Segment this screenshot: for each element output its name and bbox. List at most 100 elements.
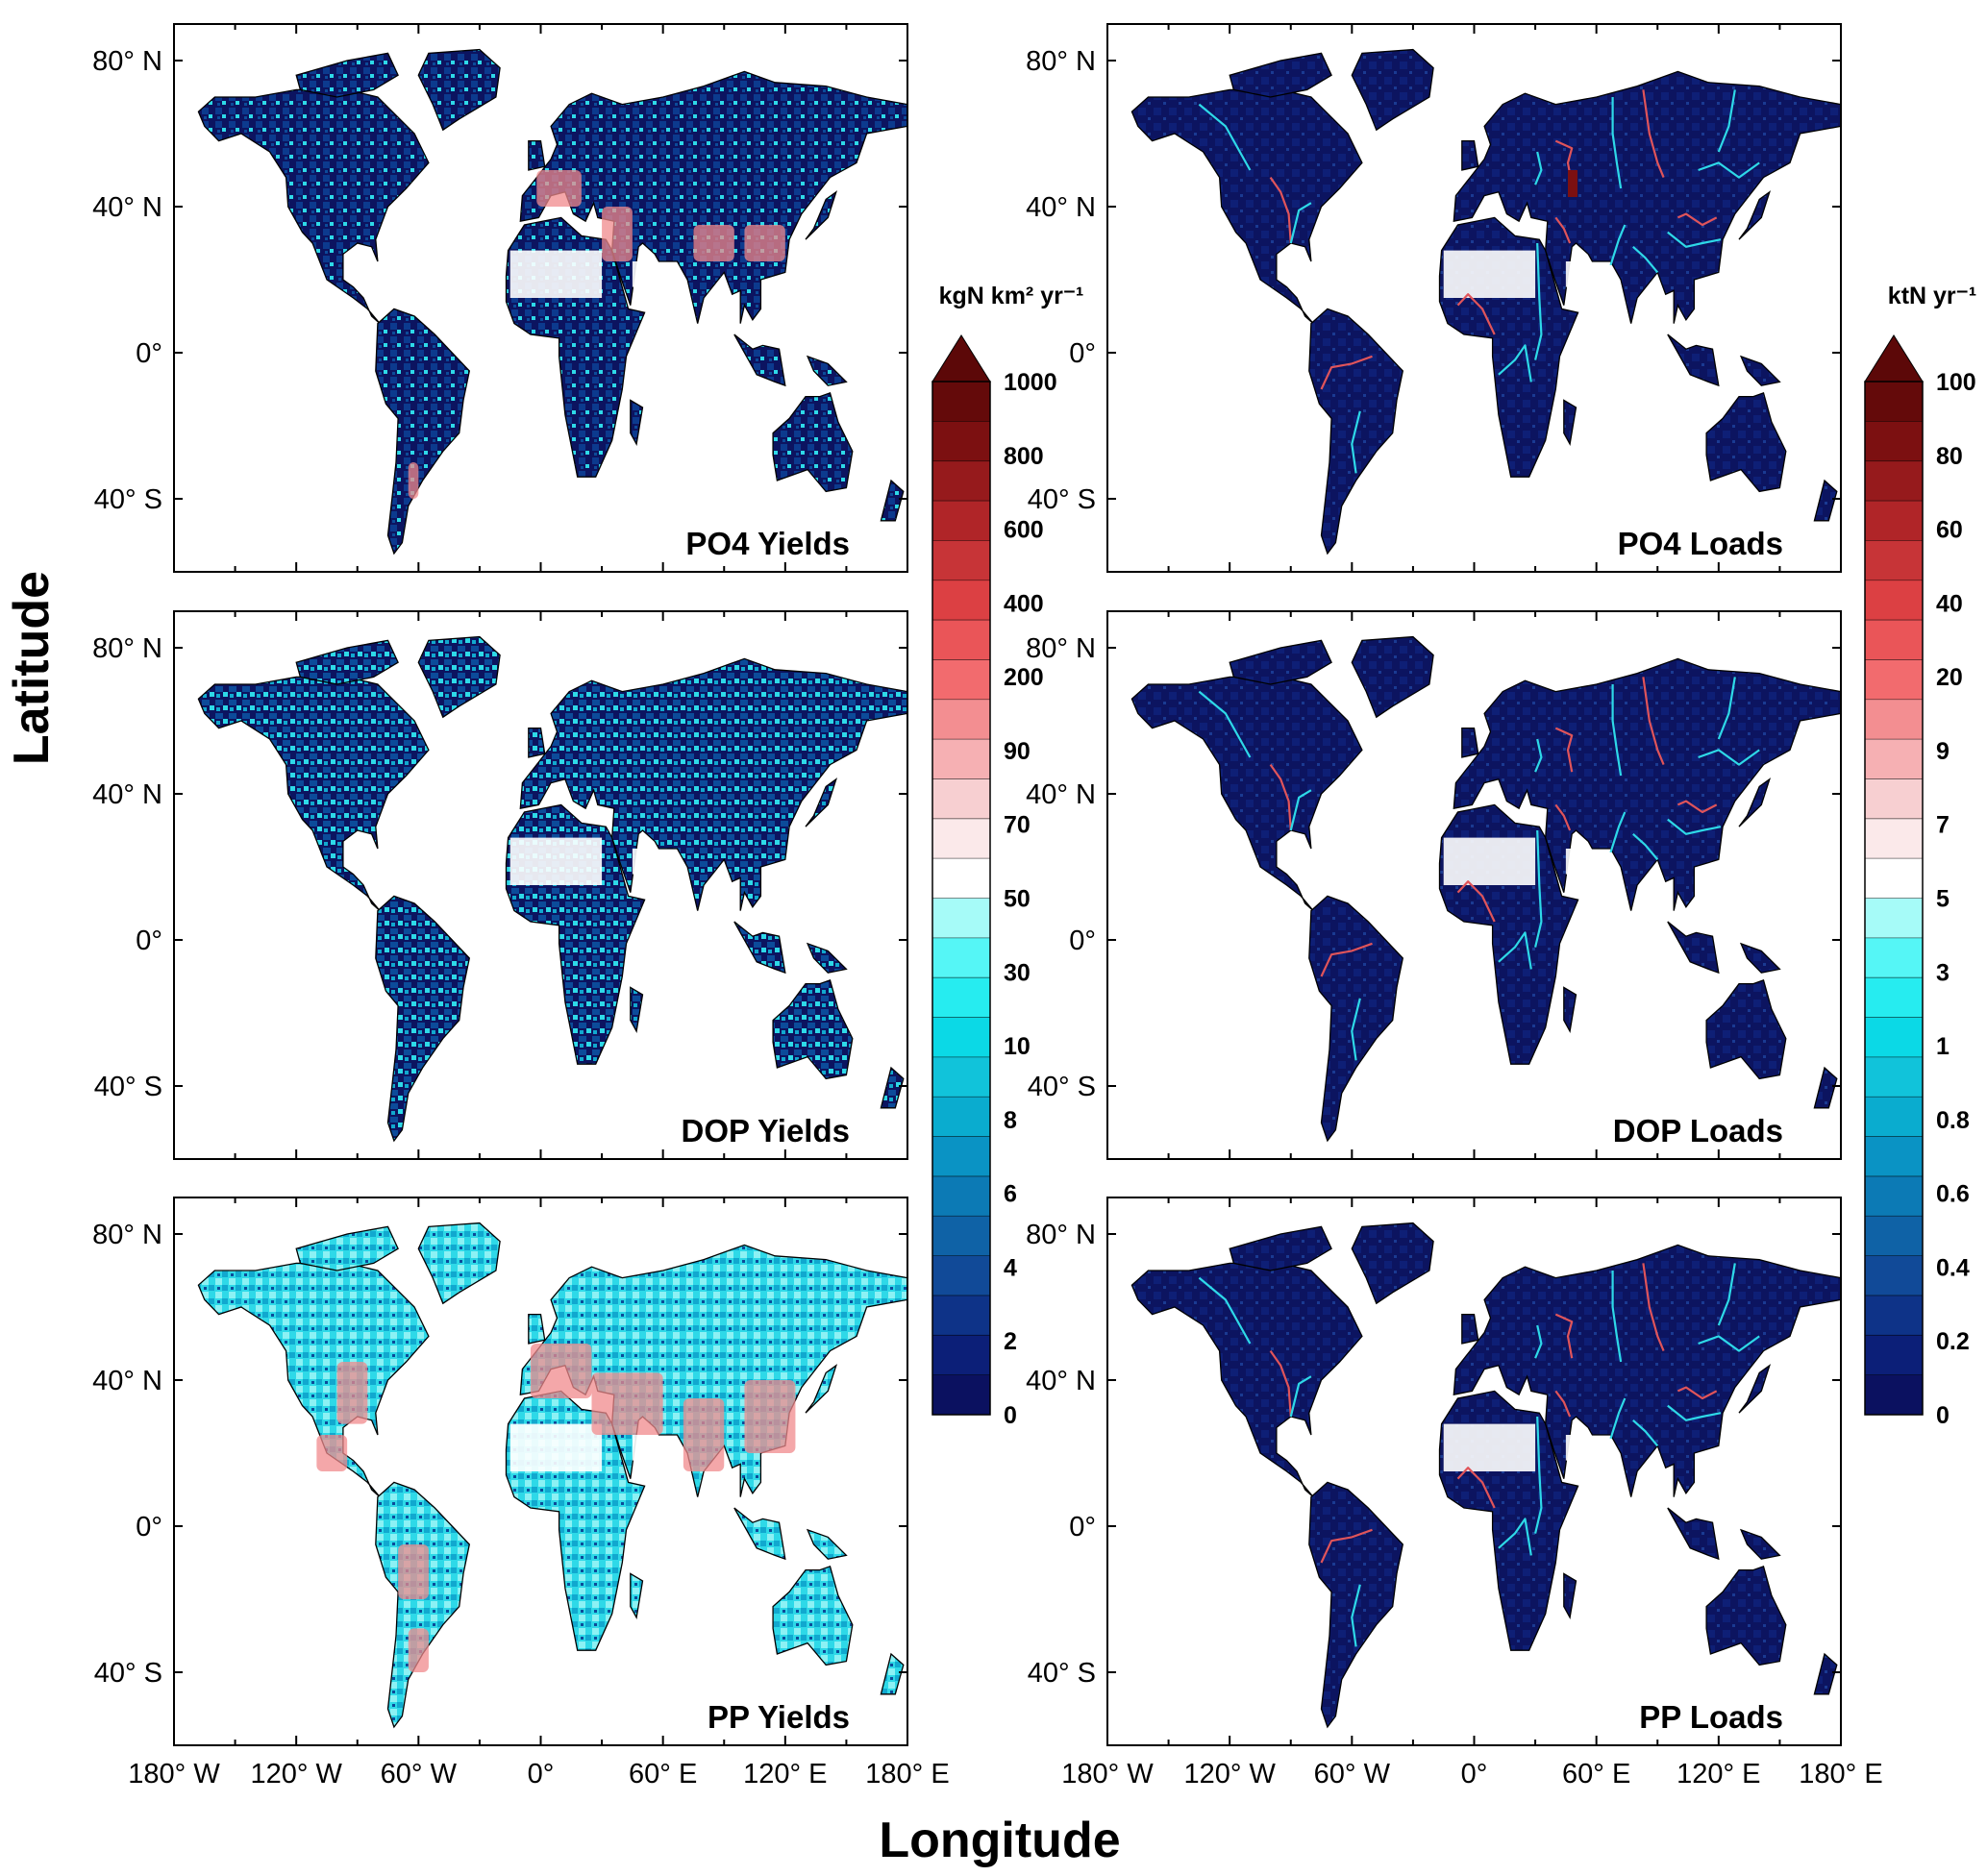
landmass-northAmerica — [197, 676, 430, 912]
colorbar-swatch — [1865, 1295, 1923, 1336]
landmass-greenland — [1351, 635, 1434, 719]
low-value-region — [1565, 1435, 1587, 1461]
colorbar-swatch — [932, 1136, 990, 1177]
colorbar-tick-label: 6 — [1004, 1181, 1017, 1208]
landmass-northAmerica — [1130, 1262, 1363, 1498]
colorbar-swatch — [1865, 1255, 1923, 1296]
colorbar-tick-label: 2 — [1004, 1328, 1017, 1355]
colorbar-tick-label: 50 — [1004, 886, 1031, 913]
panel-title: PO4 Loads — [1618, 526, 1783, 561]
colorbar-swatch — [1865, 699, 1923, 740]
colorbar-swatch — [1865, 1335, 1923, 1376]
colorbar-tick-label: 40 — [1936, 590, 1963, 617]
landmass-newZealand — [1813, 1652, 1838, 1695]
low-value-region — [1443, 837, 1536, 885]
landmass-newZealand — [1813, 479, 1838, 522]
lon-tick-label: 120° W — [250, 1759, 342, 1790]
colorbar-swatch — [932, 659, 990, 701]
landmass-newZealand — [880, 1066, 905, 1109]
colorbar-swatch — [932, 1374, 990, 1416]
lat-tick-label: 80° N — [1026, 633, 1096, 664]
lon-tick-label: 180° E — [865, 1759, 949, 1790]
colorbar-tick-label: 100 — [1936, 369, 1976, 396]
low-value-region — [509, 1423, 603, 1471]
river-line — [1456, 880, 1496, 923]
lat-tick-label: 0° — [1069, 926, 1096, 956]
panel-title: PP Yields — [708, 1699, 850, 1735]
lat-tick-label: 40° S — [94, 484, 162, 515]
colorbar-swatch — [1865, 858, 1923, 899]
landmass-madagascar — [630, 399, 644, 446]
lat-tick-label: 40° N — [1026, 1366, 1096, 1396]
colorbar-swatch — [1865, 937, 1923, 978]
landmass-greenland — [417, 48, 501, 132]
landmass-australia — [772, 391, 854, 493]
lon-tick-label: 180° E — [1799, 1759, 1882, 1790]
landmass-canArctic — [1229, 52, 1332, 98]
colorbar-tick-label: 200 — [1004, 664, 1044, 691]
low-value-region — [632, 1435, 654, 1461]
landmass-japan — [1738, 190, 1772, 240]
landmass-southAmerica — [375, 1481, 471, 1729]
lat-tick-label: 40° S — [1028, 484, 1096, 515]
river-line — [1642, 89, 1665, 179]
landmass-australia — [1705, 978, 1787, 1080]
colorbar-swatch — [932, 501, 990, 541]
panel-title: DOP Yields — [682, 1113, 850, 1148]
landmass-newZealand — [880, 479, 905, 522]
colorbar-swatch — [932, 818, 990, 859]
map-panel-dop-loads: 80° N 40° N 0° 40° S DOP Loads — [1026, 610, 1842, 1160]
river-line — [1498, 1518, 1532, 1556]
panel-title: PP Loads — [1639, 1699, 1783, 1735]
landmass-northAmerica — [1130, 88, 1363, 325]
landmass-canArctic — [295, 1225, 399, 1271]
colorbar-loads-unit: ktN yr⁻¹ — [1888, 283, 1976, 309]
landmass-britain — [528, 139, 546, 171]
landmass-newGuinea — [806, 355, 848, 386]
low-value-region — [509, 250, 603, 298]
colorbar-swatch — [932, 699, 990, 740]
colorbar-swatch — [932, 1097, 990, 1138]
colorbar-swatch — [1865, 540, 1923, 581]
colorbar-tick-label: 400 — [1004, 590, 1044, 617]
lat-tick-label: 0° — [1069, 338, 1096, 369]
map-panel-po4-yields: 80° N 40° N 0° 40° S PO4 Yields — [92, 23, 908, 573]
landmass-indonesia — [733, 921, 786, 975]
colorbar-swatch — [1865, 620, 1923, 660]
colorbar-tick-label: 60 — [1936, 517, 1963, 544]
landmass-eurasia — [1453, 657, 1841, 911]
landmass-japan — [805, 1364, 838, 1414]
colorbar-swatch — [1865, 460, 1923, 502]
colorbar-swatch — [1865, 778, 1923, 820]
river-line — [1677, 212, 1718, 227]
high-value-region — [744, 1380, 796, 1453]
river-line — [1642, 677, 1665, 766]
landmass-greenland — [417, 635, 501, 719]
landmass-newGuinea — [806, 942, 848, 974]
high-value-region — [744, 225, 785, 261]
river-line — [1667, 1404, 1722, 1421]
river-line — [1554, 1390, 1572, 1418]
lat-tick-label: 0° — [136, 926, 162, 956]
colorbar-tick-label: 800 — [1004, 443, 1044, 470]
river-line — [1611, 97, 1623, 189]
river-line — [1498, 931, 1532, 970]
colorbar-tick-label: 20 — [1936, 664, 1963, 691]
colorbar-tick-label: 0.4 — [1936, 1254, 1970, 1281]
river-line — [1554, 803, 1572, 831]
landmass-canArctic — [295, 52, 399, 98]
lat-tick-label: 40° N — [92, 1366, 162, 1396]
landmass-newGuinea — [806, 1528, 848, 1560]
landmass-greenland — [1351, 1222, 1434, 1305]
colorbar-swatch — [932, 898, 990, 939]
landmass-northAmerica — [197, 1262, 430, 1498]
colorbar-loads: ktN yr⁻¹ 0 0.2 0.4 0.6 0.8 1 3 5 7 9 20 40 60 80 100 — [1864, 283, 1976, 1429]
colorbar-swatch — [1865, 1097, 1923, 1138]
landmass-newGuinea — [1739, 355, 1781, 386]
colorbar-swatch — [1865, 977, 1923, 1019]
colorbar-tick-label: 10 — [1004, 1033, 1031, 1060]
river-line — [1534, 738, 1543, 773]
river-line — [1609, 224, 1627, 266]
river-line — [1698, 749, 1760, 766]
